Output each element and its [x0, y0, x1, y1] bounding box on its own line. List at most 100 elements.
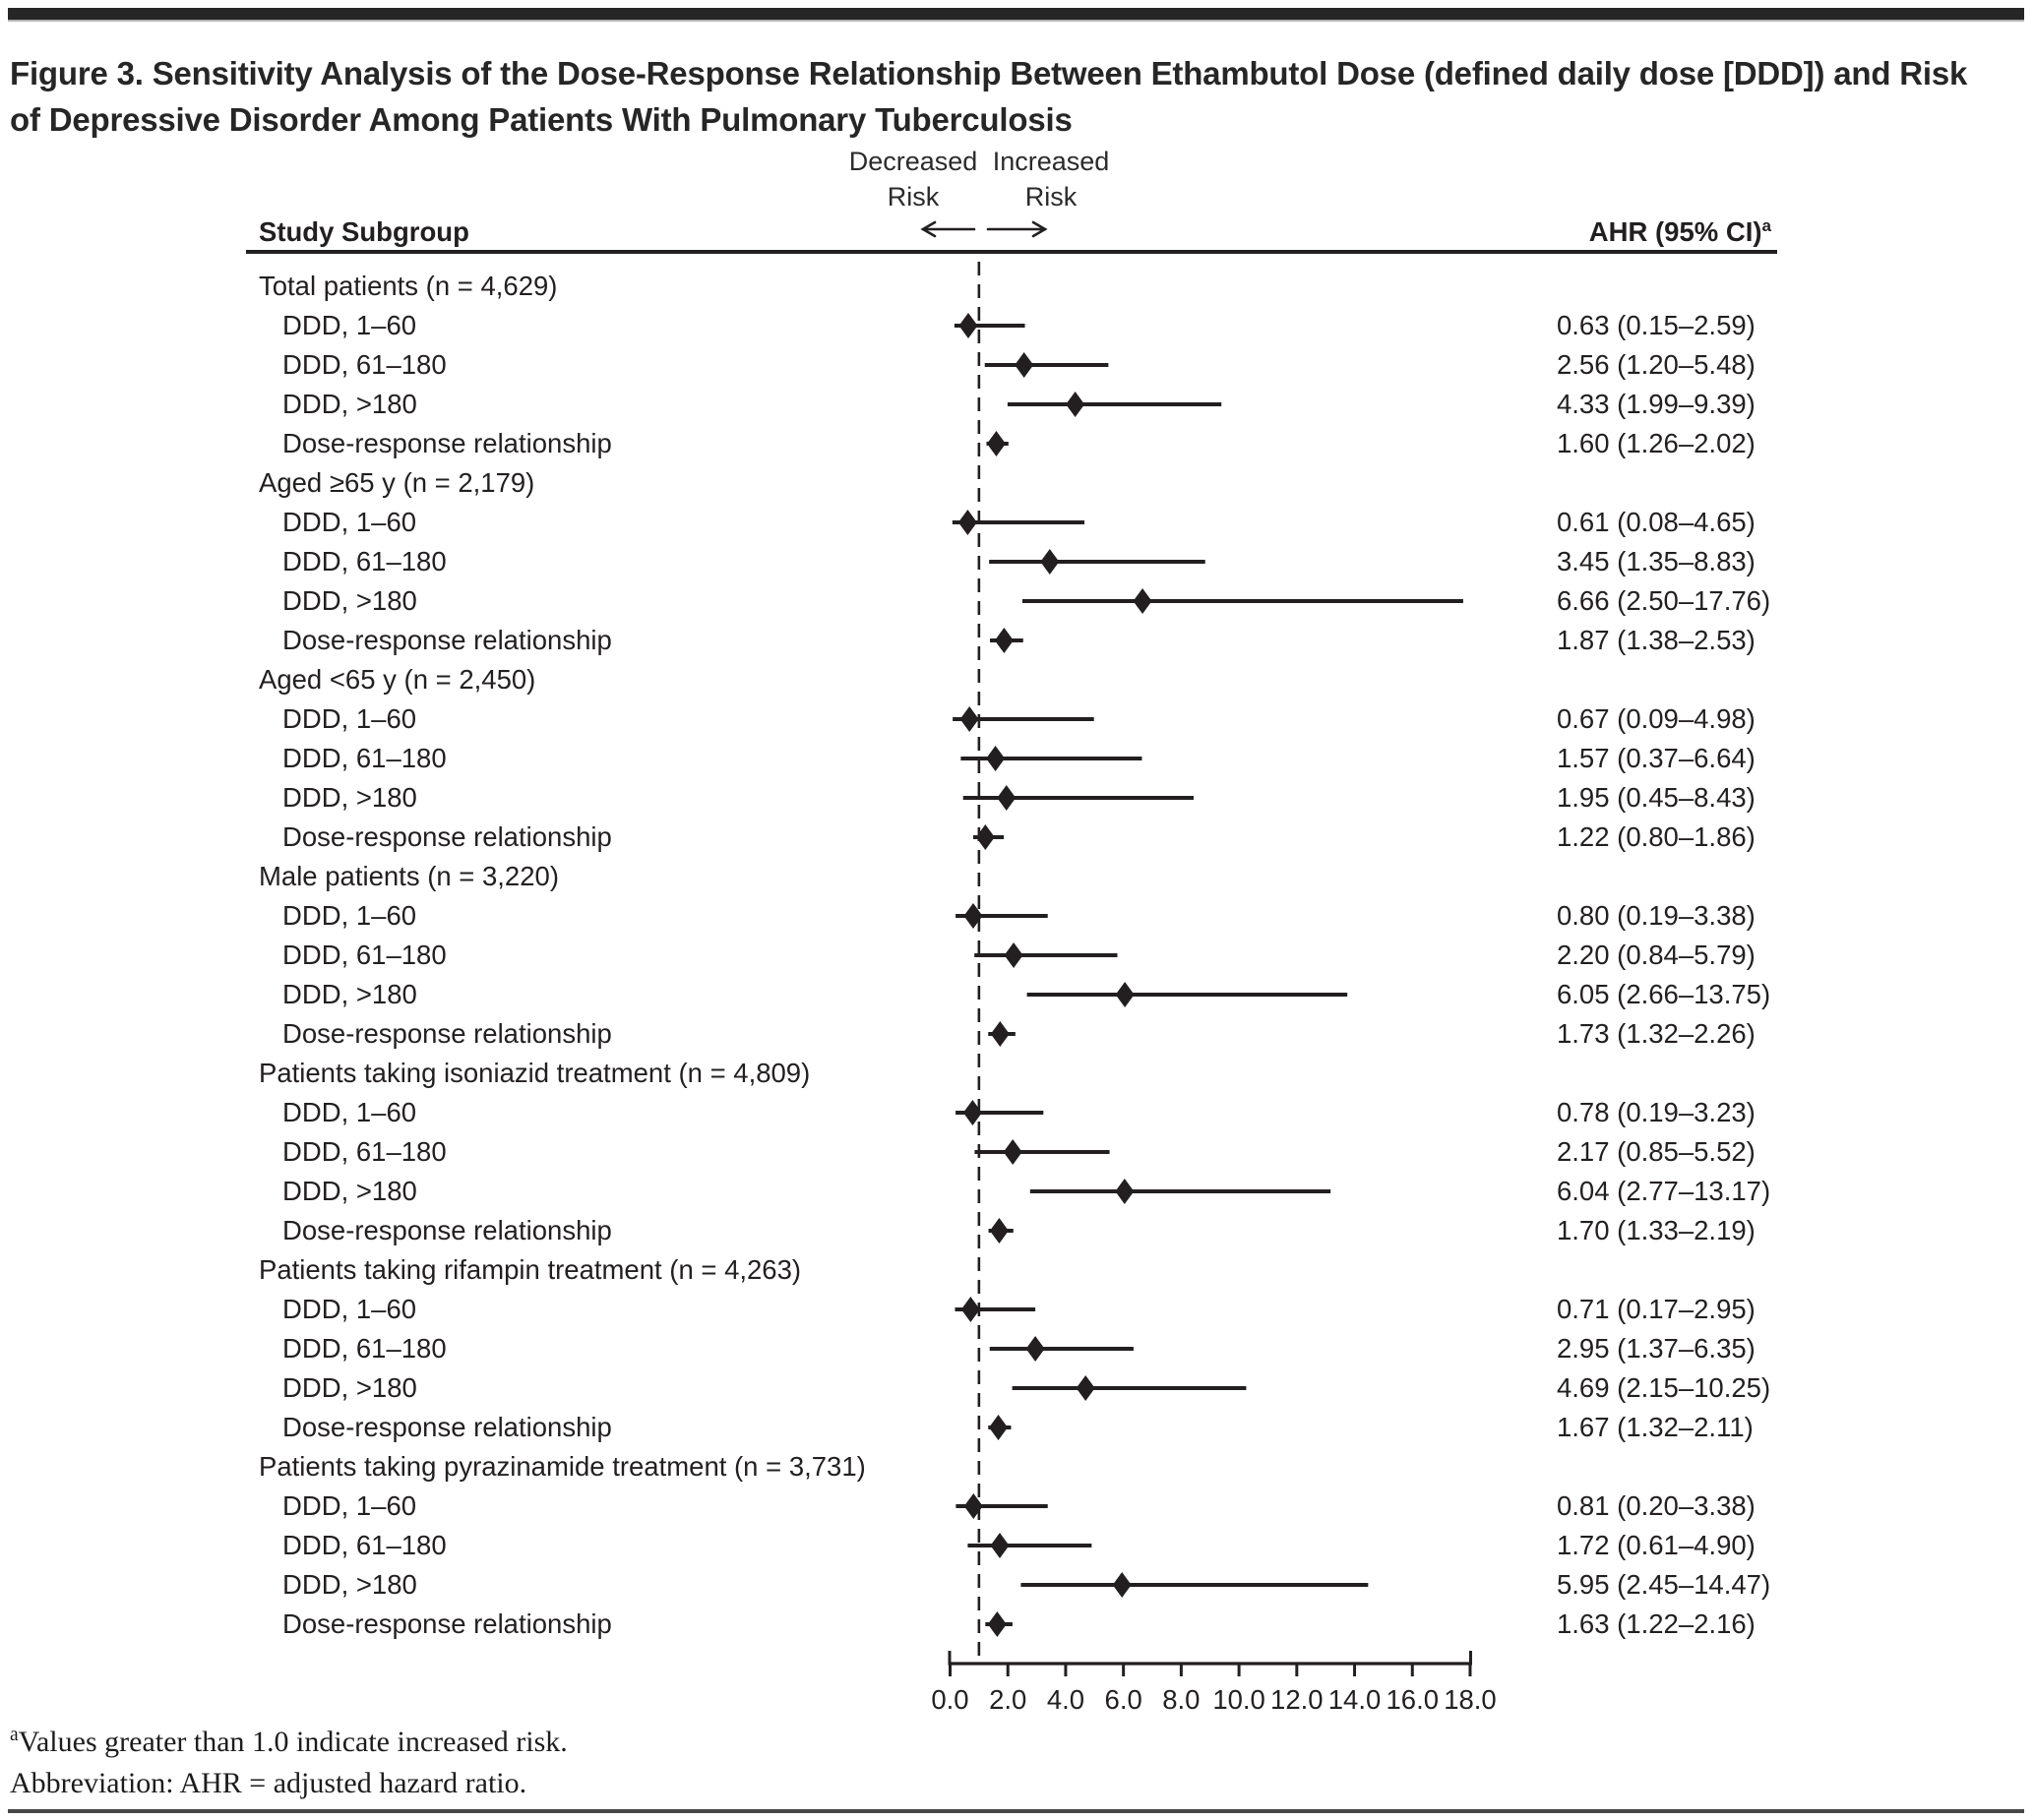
row-label-2-0: DDD, 1–60	[282, 703, 417, 734]
point-estimate-4-2	[1115, 1179, 1135, 1204]
row-label-0-3: Dose-response relationship	[282, 428, 612, 458]
row-ahr-value-1-3: 1.87 (1.38–2.53)	[1557, 625, 1756, 655]
figure-title: Figure 3. Sensitivity Analysis of the Do…	[10, 55, 1968, 138]
point-estimate-4-0	[962, 1100, 982, 1125]
point-estimate-3-0	[963, 903, 983, 929]
row-ahr-value-3-0: 0.80 (0.19–3.38)	[1557, 900, 1756, 931]
axis-tick-label-8.0: 8.0	[1162, 1684, 1201, 1715]
increased-risk-label: Increased Risk	[938, 144, 1164, 214]
row-label-1-2: DDD, >180	[282, 585, 417, 616]
point-estimate-1-0	[957, 510, 977, 535]
row-label-2-2: DDD, >180	[282, 782, 417, 813]
axis-tick-label-16.0: 16.0	[1386, 1684, 1440, 1715]
section-label-6: Patients taking pyrazinamide treatment (…	[259, 1451, 866, 1482]
point-estimate-2-1	[986, 746, 1006, 771]
point-estimate-5-3	[989, 1415, 1009, 1440]
axis-tick-label-6.0: 6.0	[1104, 1684, 1142, 1715]
row-label-4-1: DDD, 61–180	[282, 1136, 447, 1167]
axis-tick-label-2.0: 2.0	[989, 1684, 1027, 1715]
direction-arrows	[920, 220, 1048, 238]
axis-tick-label-10.0: 10.0	[1212, 1684, 1265, 1715]
row-label-3-2: DDD, >180	[282, 979, 417, 1009]
row-ahr-value-5-3: 1.67 (1.32–2.11)	[1557, 1412, 1754, 1442]
row-ahr-value-4-0: 0.78 (0.19–3.23)	[1557, 1097, 1756, 1127]
axis-tick-label-12.0: 12.0	[1270, 1684, 1324, 1715]
point-estimate-5-2	[1076, 1375, 1095, 1401]
point-estimate-2-3	[975, 824, 995, 850]
point-estimate-1-2	[1133, 588, 1152, 614]
point-estimate-5-0	[960, 1297, 980, 1322]
point-estimate-3-3	[990, 1021, 1010, 1047]
row-ahr-value-3-2: 6.05 (2.66–13.75)	[1557, 979, 1771, 1009]
row-label-1-3: Dose-response relationship	[282, 625, 612, 655]
point-estimate-2-2	[997, 785, 1017, 811]
row-ahr-value-6-2: 5.95 (2.45–14.47)	[1557, 1569, 1771, 1600]
axis-tick-label-0.0: 0.0	[931, 1684, 969, 1715]
row-label-0-2: DDD, >180	[282, 389, 417, 419]
point-estimate-2-0	[959, 706, 979, 732]
section-label-2: Aged <65 y (n = 2,450)	[259, 664, 536, 695]
ahr-header-superscript: a	[1761, 216, 1771, 235]
point-estimate-6-0	[963, 1493, 983, 1519]
row-label-2-3: Dose-response relationship	[282, 821, 612, 852]
top-accent-bar	[8, 8, 2024, 20]
row-ahr-value-0-0: 0.63 (0.15–2.59)	[1557, 310, 1756, 340]
row-ahr-value-2-0: 0.67 (0.09–4.98)	[1557, 703, 1756, 734]
row-label-3-0: DDD, 1–60	[282, 900, 417, 931]
row-ahr-value-0-3: 1.60 (1.26–2.02)	[1557, 428, 1756, 458]
row-ahr-value-6-3: 1.63 (1.22–2.16)	[1557, 1608, 1756, 1639]
section-label-0: Total patients (n = 4,629)	[259, 271, 558, 301]
footnote-abbreviation: Abbreviation: AHR = adjusted hazard rati…	[10, 1767, 527, 1799]
row-ahr-value-2-1: 1.57 (0.37–6.64)	[1557, 743, 1756, 773]
row-ahr-value-6-1: 1.72 (0.61–4.90)	[1557, 1530, 1756, 1560]
footnote-superscript: a	[10, 1725, 19, 1745]
point-estimate-0-0	[958, 313, 978, 338]
point-estimate-3-1	[1004, 942, 1023, 968]
row-ahr-value-3-1: 2.20 (0.84–5.79)	[1557, 940, 1756, 970]
row-label-6-1: DDD, 61–180	[282, 1530, 447, 1560]
row-label-2-1: DDD, 61–180	[282, 743, 447, 773]
ahr-header-text: AHR (95% CI)	[1588, 216, 1762, 248]
decreased-risk-label: Decreased Risk	[800, 144, 1026, 214]
row-label-0-0: DDD, 1–60	[282, 310, 417, 340]
row-ahr-value-6-0: 0.81 (0.20–3.38)	[1557, 1490, 1756, 1521]
point-estimate-4-3	[989, 1218, 1009, 1244]
point-estimate-0-3	[986, 431, 1006, 456]
row-ahr-value-1-0: 0.61 (0.08–4.65)	[1557, 507, 1756, 537]
row-ahr-value-0-1: 2.56 (1.20–5.48)	[1557, 349, 1756, 380]
bottom-rule	[8, 1809, 2024, 1813]
row-label-0-1: DDD, 61–180	[282, 349, 447, 380]
row-ahr-value-1-2: 6.66 (2.50–17.76)	[1557, 585, 1771, 616]
axis-tick-label-4.0: 4.0	[1046, 1684, 1085, 1715]
row-ahr-value-4-2: 6.04 (2.77–13.17)	[1557, 1176, 1771, 1206]
row-label-4-2: DDD, >180	[282, 1176, 417, 1206]
point-estimate-4-1	[1003, 1139, 1022, 1165]
row-label-3-1: DDD, 61–180	[282, 940, 447, 970]
row-ahr-value-5-0: 0.71 (0.17–2.95)	[1557, 1294, 1756, 1324]
row-label-4-0: DDD, 1–60	[282, 1097, 417, 1127]
footnote-text: Values greater than 1.0 indicate increas…	[18, 1726, 568, 1758]
row-label-6-2: DDD, >180	[282, 1569, 417, 1600]
risk-word-left: Risk	[887, 182, 940, 212]
point-estimate-1-1	[1040, 549, 1060, 575]
footnotes: aValues greater than 1.0 indicate increa…	[10, 1722, 568, 1804]
point-estimate-0-2	[1066, 392, 1085, 417]
row-label-5-0: DDD, 1–60	[282, 1294, 417, 1324]
header-rule	[246, 250, 1777, 254]
row-label-3-3: Dose-response relationship	[282, 1018, 612, 1049]
row-ahr-value-2-3: 1.22 (0.80–1.86)	[1557, 821, 1756, 852]
point-estimate-5-1	[1025, 1336, 1045, 1362]
row-label-6-0: DDD, 1–60	[282, 1490, 417, 1521]
column-header-study-subgroup: Study Subgroup	[259, 216, 469, 247]
row-label-5-1: DDD, 61–180	[282, 1333, 447, 1364]
row-ahr-value-4-3: 1.70 (1.33–2.19)	[1557, 1215, 1756, 1245]
row-ahr-value-0-2: 4.33 (1.99–9.39)	[1557, 389, 1756, 419]
row-label-1-0: DDD, 1–60	[282, 507, 417, 537]
column-header-ahr: AHR (95% CI)a	[1476, 216, 1771, 248]
increased-word: Increased	[992, 147, 1110, 176]
row-label-5-2: DDD, >180	[282, 1372, 417, 1403]
section-label-1: Aged ≥65 y (n = 2,179)	[259, 467, 535, 498]
row-ahr-value-1-1: 3.45 (1.35–8.83)	[1557, 546, 1756, 576]
section-label-3: Male patients (n = 3,220)	[259, 861, 559, 891]
